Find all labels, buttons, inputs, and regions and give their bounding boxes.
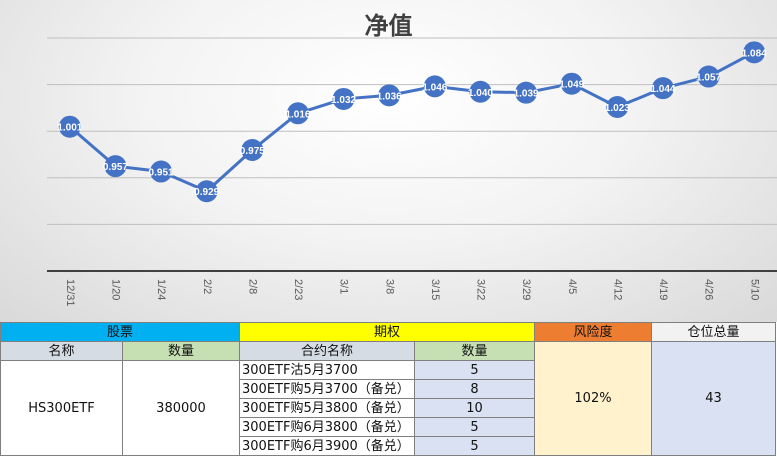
x-tick-label: 3/29 (520, 279, 532, 300)
data-point (560, 72, 583, 95)
data-point (104, 155, 127, 178)
subheader-stock-qty: 数量 (122, 341, 240, 361)
data-label: 1.046 (422, 82, 447, 93)
x-tick-label: 3/22 (475, 279, 487, 300)
data-point (469, 80, 492, 103)
position-value: 43 (651, 341, 776, 456)
x-tick-labels: 12/31 1/20 1/24 2/2 2/8 2/23 3/1 3/8 3/15 3/22 3/2… (64, 279, 760, 307)
option-qty: 5 (414, 436, 535, 456)
option-qty: 10 (414, 398, 535, 418)
x-tick-label: 1/20 (110, 279, 122, 300)
x-tick-label: 2/8 (246, 279, 258, 294)
subheader-stock-name: 名称 (0, 341, 123, 361)
option-contract-name: 300ETF购6月3900（备兑） (239, 436, 415, 456)
stock-qty: 380000 (122, 360, 240, 456)
chart-title: 净值 (364, 12, 413, 40)
line-chart: 12/31 1/20 1/24 2/2 2/8 2/23 3/1 3/8 3/15 3/22 3/2… (47, 37, 777, 307)
data-point (651, 77, 674, 100)
data-point (332, 87, 355, 110)
subheader-contract-name: 合约名称 (239, 341, 415, 361)
header-stock: 股票 (0, 322, 240, 342)
x-tick-label: 3/1 (338, 279, 350, 294)
data-label: 0.975 (240, 146, 265, 157)
stock-name: HS300ETF (0, 360, 123, 456)
x-tick-label: 5/10 (748, 279, 760, 300)
data-point (58, 115, 81, 138)
data-point (743, 41, 766, 64)
x-tick-label: 3/15 (429, 279, 441, 300)
data-label: 1.023 (605, 103, 630, 114)
option-contract-name: 300ETF购5月3800（备兑） (239, 398, 415, 418)
data-label: 0.957 (103, 162, 128, 173)
chart-area: 净值 12/31 1/20 1/24 2/2 2/8 2/23 3/1 3/8 3/15 3/22… (0, 0, 777, 322)
option-qty: 5 (414, 360, 535, 380)
data-point (195, 180, 218, 203)
gridlines (47, 37, 777, 225)
risk-value: 102% (534, 341, 652, 456)
x-tick-label: 2/2 (201, 279, 213, 294)
x-tick-label: 3/8 (383, 279, 395, 294)
option-qty: 5 (414, 417, 535, 437)
header-position: 仓位总量 (651, 322, 776, 342)
subheader-option-qty: 数量 (414, 341, 535, 361)
data-label: 0.951 (149, 168, 174, 179)
series-line (68, 51, 755, 193)
x-tick-label: 4/12 (611, 279, 623, 300)
data-label: 1.032 (331, 95, 356, 106)
x-tick-label: 12/31 (64, 279, 76, 307)
data-point (286, 102, 309, 125)
header-option: 期权 (239, 322, 535, 342)
data-point (150, 160, 173, 183)
data-point (241, 139, 264, 162)
header-risk: 风险度 (534, 322, 652, 342)
data-point (423, 75, 446, 98)
data-label: 1.049 (559, 80, 584, 91)
data-label: 1.039 (514, 89, 539, 100)
data-point (697, 65, 720, 88)
x-tick-label: 4/5 (566, 279, 578, 294)
x-tick-label: 1/24 (155, 279, 167, 300)
data-label: 1.040 (468, 88, 493, 99)
data-label: 1.084 (742, 48, 767, 59)
data-point (378, 84, 401, 107)
x-tick-label: 2/23 (292, 279, 304, 300)
data-label: 1.001 (57, 123, 82, 134)
data-point (515, 81, 538, 104)
option-contract-name: 300ETF沽5月3700 (239, 360, 415, 380)
option-qty: 8 (414, 379, 535, 399)
option-contract-name: 300ETF购6月3800（备兑） (239, 417, 415, 437)
data-label: 1.057 (696, 73, 721, 84)
x-tick-label: 4/19 (657, 279, 669, 300)
data-points: 1.001 0.957 0.951 0.929 0.975 1.016 1.032 1.036… (57, 41, 767, 203)
position-table: 股票 期权 风险度 仓位总量 名称 数量 合约名称 数量 102% 43 HS3… (0, 322, 776, 456)
data-point (606, 96, 629, 119)
data-label: 0.929 (194, 187, 219, 198)
data-label: 1.016 (285, 109, 310, 120)
option-contract-name: 300ETF购5月3700（备兑） (239, 379, 415, 399)
data-label: 1.044 (650, 84, 675, 95)
series-line-path (68, 51, 755, 193)
x-tick-label: 4/26 (703, 279, 715, 300)
data-label: 1.036 (377, 91, 402, 102)
